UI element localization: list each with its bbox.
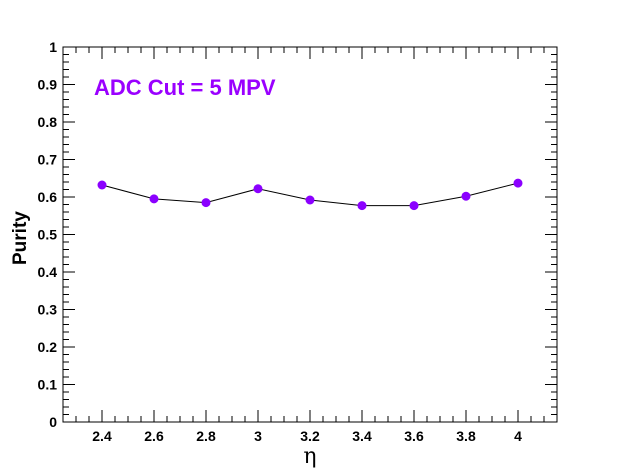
x-axis-ticks: [62, 47, 558, 422]
x-tick-label: 2.8: [196, 428, 216, 444]
y-tick-label: 0.9: [38, 77, 58, 93]
data-point-marker: [357, 201, 367, 211]
x-tick-label: 2.4: [92, 428, 112, 444]
data-point-marker: [97, 180, 107, 190]
x-tick-label: 3.2: [300, 428, 320, 444]
x-axis-tick-labels: 2.4 2.6 2.8 3 3.2 3.4 3.6 3.8 4: [92, 428, 522, 444]
x-tick-label: 3.8: [456, 428, 476, 444]
x-tick-label: 3.6: [404, 428, 424, 444]
data-point-marker: [409, 201, 419, 211]
data-point-marker: [201, 198, 211, 208]
y-tick-label: 0.2: [38, 339, 58, 355]
data-point-marker: [253, 184, 263, 194]
y-tick-label: 1: [49, 39, 57, 55]
data-point-marker: [305, 195, 315, 205]
data-point-marker: [461, 191, 471, 201]
x-tick-label: 2.6: [144, 428, 164, 444]
y-tick-label: 0.4: [38, 264, 58, 280]
y-tick-label: 0.8: [38, 114, 58, 130]
y-tick-label: 0.1: [38, 377, 58, 393]
y-tick-label: 0.3: [38, 302, 58, 318]
y-axis-ticks: [63, 46, 557, 423]
x-tick-label: 4: [514, 428, 522, 444]
plot-frame: [62, 46, 558, 423]
x-axis-title: η: [303, 444, 316, 469]
y-tick-label: 0.5: [38, 227, 58, 243]
y-tick-label: 0: [49, 414, 57, 430]
y-axis-title: Purity: [10, 211, 31, 265]
y-axis-tick-labels: 0 0.1 0.2 0.3 0.4 0.5 0.6 0.7 0.8 0.9 1: [38, 39, 58, 430]
x-tick-label: 3.4: [352, 428, 372, 444]
adc-cut-annotation: ADC Cut = 5 MPV: [94, 75, 276, 100]
series-group: [97, 178, 523, 211]
y-tick-label: 0.7: [38, 152, 58, 168]
data-point-marker: [149, 194, 159, 204]
x-tick-label: 3: [254, 428, 262, 444]
data-point-marker: [513, 178, 523, 188]
y-tick-label: 0.6: [38, 189, 58, 205]
